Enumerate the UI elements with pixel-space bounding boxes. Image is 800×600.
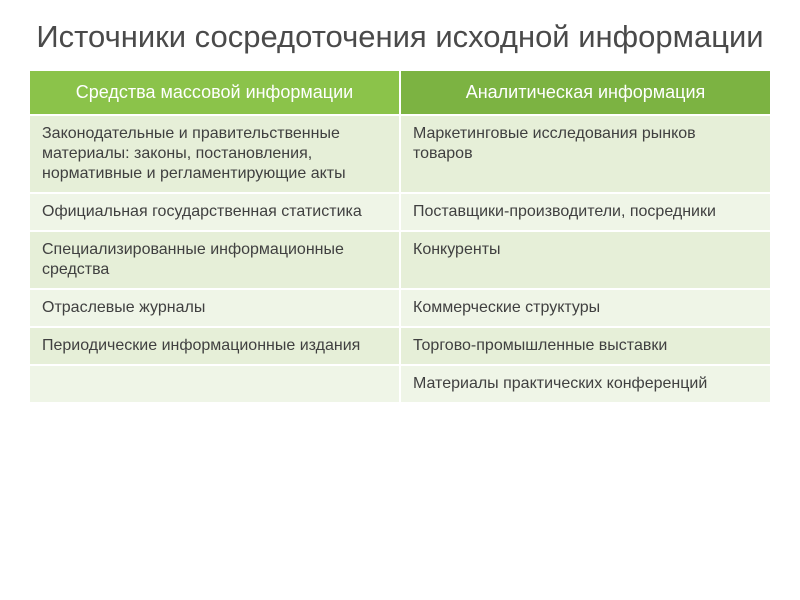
column-header-analytical: Аналитическая информация: [400, 70, 771, 115]
table-row: Отраслевые журналы Коммерческие структур…: [29, 289, 771, 327]
table-row: Законодательные и правительственные мате…: [29, 115, 771, 193]
cell: Коммерческие структуры: [400, 289, 771, 327]
cell: Специализированные информационные средст…: [29, 231, 400, 289]
cell: Периодические информационные издания: [29, 327, 400, 365]
cell: Конкуренты: [400, 231, 771, 289]
table-row: Официальная государственная статистика П…: [29, 193, 771, 231]
column-header-media: Средства массовой информации: [29, 70, 400, 115]
cell: Поставщики-производители, посредники: [400, 193, 771, 231]
table-row: Материалы практических конференций: [29, 365, 771, 403]
cell: Законодательные и правительственные мате…: [29, 115, 400, 193]
cell: Торгово-промышленные выставки: [400, 327, 771, 365]
cell: Материалы практических конференций: [400, 365, 771, 403]
slide-container: Источники сосредоточения исходной информ…: [0, 0, 800, 600]
sources-table: Средства массовой информации Аналитическ…: [28, 69, 772, 404]
table-row: Периодические информационные издания Тор…: [29, 327, 771, 365]
cell: Маркетинговые исследования рынков товаро…: [400, 115, 771, 193]
table-row: Специализированные информационные средст…: [29, 231, 771, 289]
page-title: Источники сосредоточения исходной информ…: [28, 18, 772, 55]
cell: [29, 365, 400, 403]
table-header-row: Средства массовой информации Аналитическ…: [29, 70, 771, 115]
cell: Официальная государственная статистика: [29, 193, 400, 231]
table-body: Законодательные и правительственные мате…: [29, 115, 771, 403]
cell: Отраслевые журналы: [29, 289, 400, 327]
